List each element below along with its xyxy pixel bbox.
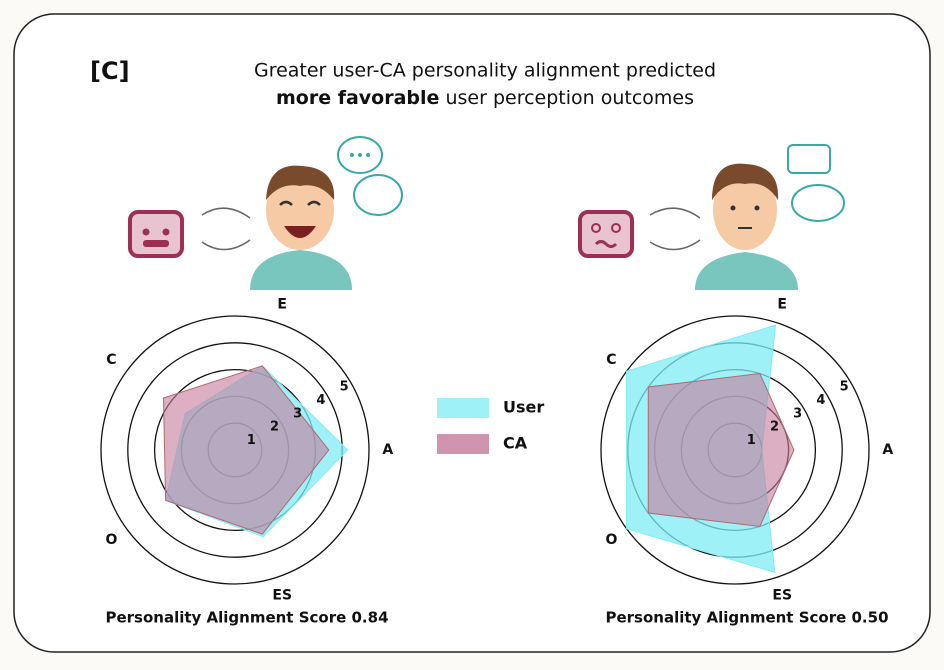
axis-label: C [606,352,616,368]
axis-label: ES [772,587,792,603]
series-area [162,365,330,535]
r-tick-label: 2 [270,420,279,435]
title-bold: more favorable [276,87,439,109]
r-tick-label: 1 [747,433,756,448]
title-line: Greater user-CA personality alignment pr… [254,60,716,82]
legend-swatch [437,398,489,418]
axis-label: E [277,297,287,313]
axis-label: O [105,532,117,548]
chart-caption: Personality Alignment Score 0.84 [105,609,388,627]
title-rest: user perception outcomes [445,87,694,109]
axis-label: E [777,297,787,313]
legend-label: User [503,398,544,417]
title-line: more favorable user perception outcomes [276,87,694,109]
axis-label: ES [272,587,292,603]
happy-scene [128,136,403,290]
grid-ring [600,315,870,585]
legend-swatch [437,434,489,454]
series-area [647,372,795,528]
r-tick-label: 5 [340,380,349,395]
r-tick-label: 3 [293,406,302,421]
r-tick-label: 5 [840,380,849,395]
panel-label: [C] [90,57,130,85]
r-tick-label: 2 [770,420,779,435]
legend-label: CA [503,434,528,453]
r-tick-label: 1 [247,433,256,448]
axis-label: A [382,442,393,458]
neutral-scene [578,144,845,290]
r-tick-label: 4 [316,393,325,408]
axis-label: A [882,442,893,458]
grid-ring [100,315,370,585]
axis-label: O [605,532,617,548]
panel-frame [13,13,931,653]
chart-caption: Personality Alignment Score 0.50 [605,609,888,627]
r-tick-label: 4 [816,393,825,408]
axis-label: C [106,352,116,368]
r-tick-label: 3 [793,406,802,421]
